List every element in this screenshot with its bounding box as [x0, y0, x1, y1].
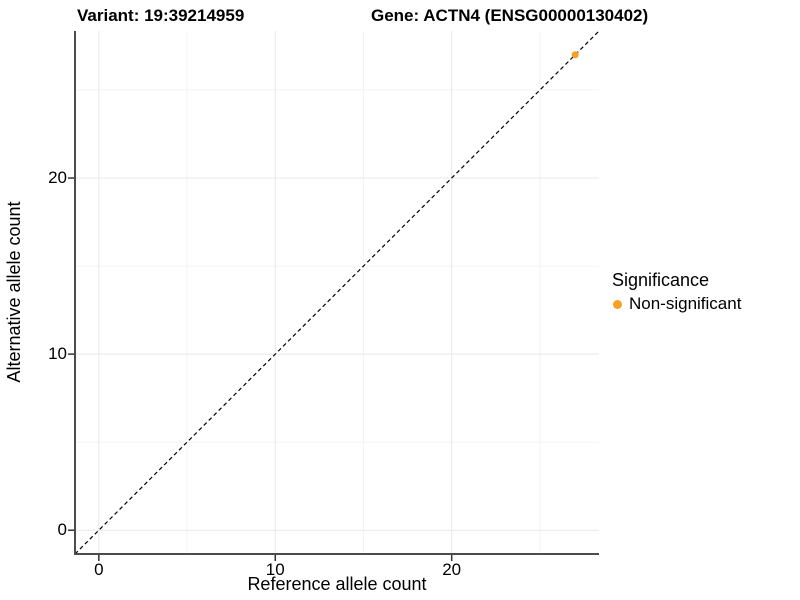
- legend-item-label: Non-significant: [629, 294, 742, 313]
- legend-item: Non-significant: [613, 294, 741, 314]
- y-tick-label: 0: [57, 520, 67, 540]
- y-axis-title: Alternative allele count: [4, 201, 24, 383]
- x-tick-label: 20: [442, 560, 462, 579]
- legend: Significance Non-significant: [612, 270, 741, 314]
- x-axis-title: Reference allele count: [247, 574, 427, 594]
- y-tick-label: 20: [48, 168, 67, 188]
- y-tick-label: 10: [48, 344, 67, 364]
- legend-items: Non-significant: [612, 294, 741, 314]
- legend-title: Significance: [612, 270, 710, 290]
- x-tick-label: 10: [265, 560, 285, 579]
- variant-title: Variant: 19:39214959: [77, 6, 245, 25]
- identity-line: [74, 30, 600, 555]
- gene-title: Gene: ACTN4 (ENSG00000130402): [371, 6, 649, 25]
- x-tick-label: 0: [94, 560, 104, 579]
- legend-point-icon: [613, 299, 622, 309]
- data-point: [571, 51, 579, 59]
